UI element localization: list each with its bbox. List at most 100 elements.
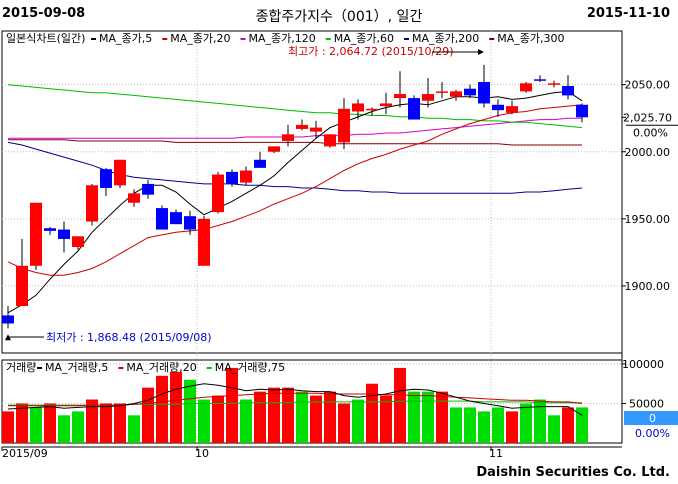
volume-bar-down xyxy=(534,399,546,443)
legend-swatch xyxy=(206,367,212,369)
candle-down xyxy=(408,98,420,120)
volume-bar-up xyxy=(2,411,14,443)
volume-bar-up xyxy=(394,367,406,443)
volume-bar-up xyxy=(310,395,322,443)
volume-bar-up xyxy=(506,411,518,443)
volume-bar-up xyxy=(16,403,28,443)
candle-up xyxy=(380,103,392,107)
legend-label: MA_거래량,20 xyxy=(126,361,196,374)
candle-down xyxy=(142,183,154,195)
legend-swatch xyxy=(118,367,124,369)
volume-bar-down xyxy=(30,407,42,443)
candle-down xyxy=(156,208,168,230)
candle-up xyxy=(16,265,28,307)
volume-bar-down xyxy=(352,399,364,443)
candle-down xyxy=(184,216,196,230)
legend-label: MA_종가,60 xyxy=(334,32,394,45)
candle-down xyxy=(44,228,56,231)
volume-bar-down xyxy=(520,403,532,443)
volume-current-value: 0 xyxy=(649,412,656,425)
volume-bar-up xyxy=(324,391,336,443)
volume-bar-down xyxy=(478,411,490,443)
volume-bar-up xyxy=(562,407,574,443)
candle-down xyxy=(562,86,574,96)
volume-bar-up xyxy=(226,367,238,443)
candle-up xyxy=(198,218,210,266)
candle-up xyxy=(338,108,350,143)
volume-bar-up xyxy=(380,395,392,443)
volume-bar-up xyxy=(170,371,182,443)
candle-up xyxy=(324,134,336,147)
high-arrow-head xyxy=(478,49,484,55)
candle-up xyxy=(310,127,322,132)
volume-bar-up xyxy=(254,391,266,443)
ma60-line xyxy=(7,84,583,129)
candle-down xyxy=(464,88,476,96)
ma120-line xyxy=(8,117,582,139)
volume-bar-up xyxy=(436,391,448,443)
volume-bar-up xyxy=(142,387,154,443)
candle-up xyxy=(296,124,308,129)
volume-bar-down xyxy=(464,407,476,443)
volume-bar-down xyxy=(548,415,560,443)
candle-up xyxy=(30,202,42,266)
candle-up xyxy=(86,185,98,222)
candle-up xyxy=(548,83,560,85)
x-tick-label: 10 xyxy=(195,447,209,460)
candle-up xyxy=(506,106,518,113)
start-date: 2015-09-08 xyxy=(2,6,86,21)
brand-label: Daishin Securities Co. Ltd. xyxy=(476,465,670,480)
legend-label: MA_종가,120 xyxy=(249,32,316,45)
volume-bar-down xyxy=(576,407,588,443)
price-tick-label: 2050.00 xyxy=(625,79,671,92)
x-tick-label: 11 xyxy=(489,447,503,460)
volume-bar-up xyxy=(338,403,350,443)
legend-swatch xyxy=(325,38,331,40)
volume-bar-down xyxy=(184,379,196,443)
volume-bar-down xyxy=(492,407,504,443)
candle-down xyxy=(254,159,266,168)
volume-bar-up xyxy=(366,383,378,443)
volume-bar-up xyxy=(114,403,126,443)
volume-bar-up xyxy=(100,403,112,443)
volume-bar-up xyxy=(44,403,56,443)
candle-up xyxy=(436,91,448,93)
candle-down xyxy=(576,104,588,118)
legend-swatch xyxy=(37,367,42,369)
candle-down xyxy=(492,104,504,111)
price-change-pct: 0.00% xyxy=(633,126,668,139)
candle-up xyxy=(450,91,462,97)
candle-up xyxy=(352,103,364,112)
chart-title: 종합주가지수（001）, 일간 xyxy=(255,9,423,25)
volume-tick-label: 50000 xyxy=(629,397,664,410)
volume-bar-down xyxy=(128,415,140,443)
price-tick-label: 2000.00 xyxy=(625,146,671,159)
candle-up xyxy=(366,108,378,111)
candle-up xyxy=(422,94,434,101)
candle-down xyxy=(478,81,490,104)
legend-title: 일본식차트(일간) xyxy=(6,31,85,45)
candle-up xyxy=(114,159,126,186)
low-arrow-head xyxy=(5,334,11,341)
volume-bar-down xyxy=(296,391,308,443)
legend-label: MA_거래량,75 xyxy=(215,361,285,374)
candle-up xyxy=(520,83,532,92)
volume-tick-label: 100000 xyxy=(622,358,664,371)
price-tick-label: 1900.00 xyxy=(625,280,671,293)
candle-down xyxy=(2,315,14,324)
volume-current-badge xyxy=(624,411,678,425)
candle-up xyxy=(394,94,406,99)
volume-bar-down xyxy=(198,399,210,443)
high-annotation: 최고가 : 2,064.72 (2015/10/29) xyxy=(288,45,454,58)
volume-bar-down xyxy=(72,411,84,443)
ma300-line xyxy=(8,139,582,146)
candle-up xyxy=(128,193,140,203)
volume-bar-up xyxy=(156,375,168,443)
legend-label: MA_종가,200 xyxy=(412,32,479,45)
volume-bar-down xyxy=(450,407,462,443)
legend-title: 거래량 xyxy=(6,361,36,374)
volume-bar-up xyxy=(212,395,224,443)
volume-bar-down xyxy=(240,399,252,443)
candle-up xyxy=(240,170,252,183)
